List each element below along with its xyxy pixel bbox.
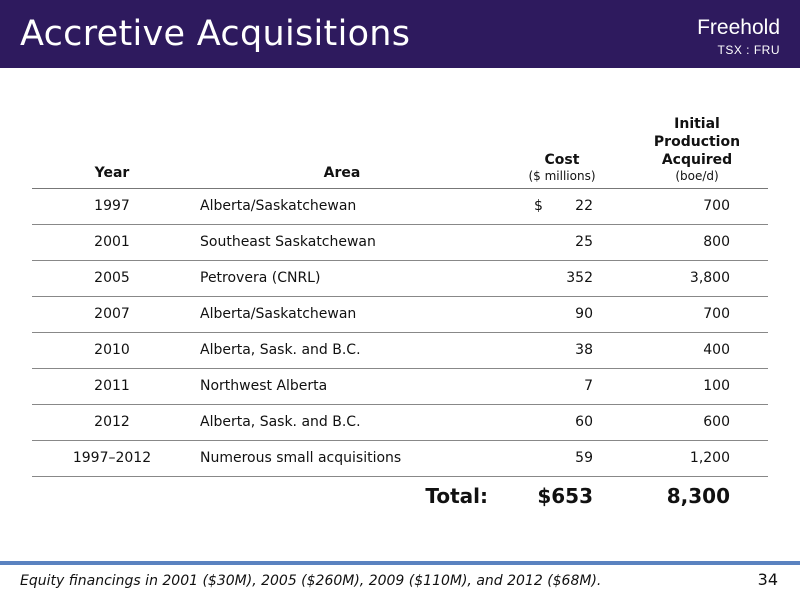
row-year: 2011 xyxy=(94,378,130,394)
table-row: 1997 Alberta/Saskatchewan $22 700 xyxy=(32,189,768,225)
row-area: Numerous small acquisitions xyxy=(200,450,402,466)
brand-logo: Freehold TSX : FRU xyxy=(697,16,780,58)
row-year: 1997–2012 xyxy=(72,450,152,466)
page-title: Accretive Acquisitions xyxy=(20,14,411,54)
row-production: 800 xyxy=(703,234,730,250)
row-cost: 59 xyxy=(575,450,593,466)
row-year: 2010 xyxy=(94,342,130,358)
table-header: Year Area Cost ($ millions) Initial Prod… xyxy=(32,116,768,189)
table-row: 2005 Petrovera (CNRL) 352 3,800 xyxy=(32,261,768,297)
header-production-label: Initial Production Acquired xyxy=(653,116,741,168)
total-production: 8,300 xyxy=(666,484,730,508)
row-year: 1997 xyxy=(94,198,130,214)
row-area: Alberta/Saskatchewan xyxy=(200,306,357,322)
table-row: 2001 Southeast Saskatchewan 25 800 xyxy=(32,225,768,261)
table-row: 2011 Northwest Alberta 7 100 xyxy=(32,369,768,405)
row-year: 2012 xyxy=(94,414,130,430)
row-production: 700 xyxy=(703,306,730,322)
table-row: 2012 Alberta, Sask. and B.C. 60 600 xyxy=(32,405,768,441)
total-label: Total: xyxy=(425,484,488,508)
row-cost: 60 xyxy=(575,414,593,430)
acquisitions-table: Year Area Cost ($ millions) Initial Prod… xyxy=(32,116,768,513)
table-body: 1997 Alberta/Saskatchewan $22 700 2001 Southe… xyxy=(32,189,768,477)
row-production: 600 xyxy=(703,414,730,430)
table-row: 1997–2012 Numerous small acquisitions 59 1,… xyxy=(32,441,768,477)
row-area: Southeast Saskatchewan xyxy=(200,234,376,250)
row-area: Alberta, Sask. and B.C. xyxy=(200,342,361,358)
header-production-unit: (boe/d) xyxy=(675,169,719,183)
header-cost: Cost ($ millions) xyxy=(502,151,622,184)
footer-divider xyxy=(0,561,800,565)
row-cost: 22 xyxy=(575,198,593,214)
row-cost: 25 xyxy=(575,234,593,250)
brand-name: Freehold xyxy=(697,16,780,39)
page-number: 34 xyxy=(757,570,778,589)
row-production: 700 xyxy=(703,198,730,214)
total-row: Total: $653 8,300 xyxy=(32,477,768,513)
row-production: 1,200 xyxy=(689,450,730,466)
row-year: 2001 xyxy=(94,234,130,250)
header-cost-unit: ($ millions) xyxy=(528,169,596,183)
footnote: Equity financings in 2001 ($30M), 2005 (… xyxy=(20,573,602,589)
row-cost: 38 xyxy=(575,342,593,358)
row-production: 3,800 xyxy=(689,270,730,286)
row-cost-currency: $ xyxy=(534,198,543,214)
row-production: 100 xyxy=(703,378,730,394)
header-area: Area xyxy=(323,165,361,181)
row-production: 400 xyxy=(703,342,730,358)
row-cost: 90 xyxy=(575,306,593,322)
brand-ticker: TSX : FRU xyxy=(717,43,780,57)
header-production: Initial Production Acquired (boe/d) xyxy=(632,115,762,184)
row-area: Alberta/Saskatchewan xyxy=(200,198,357,214)
row-area: Petrovera (CNRL) xyxy=(200,270,321,286)
title-bar: Accretive Acquisitions Freehold TSX : FR… xyxy=(0,0,800,68)
row-area: Alberta, Sask. and B.C. xyxy=(200,414,361,430)
table-row: 2010 Alberta, Sask. and B.C. 38 400 xyxy=(32,333,768,369)
row-year: 2007 xyxy=(94,306,130,322)
row-cost: 7 xyxy=(584,378,593,394)
header-year: Year xyxy=(94,165,130,181)
row-area: Northwest Alberta xyxy=(200,378,328,394)
row-year: 2005 xyxy=(94,270,130,286)
total-cost: $653 xyxy=(537,484,593,508)
row-cost: 352 xyxy=(566,270,593,286)
header-cost-label: Cost xyxy=(544,152,580,168)
table-row: 2007 Alberta/Saskatchewan 90 700 xyxy=(32,297,768,333)
